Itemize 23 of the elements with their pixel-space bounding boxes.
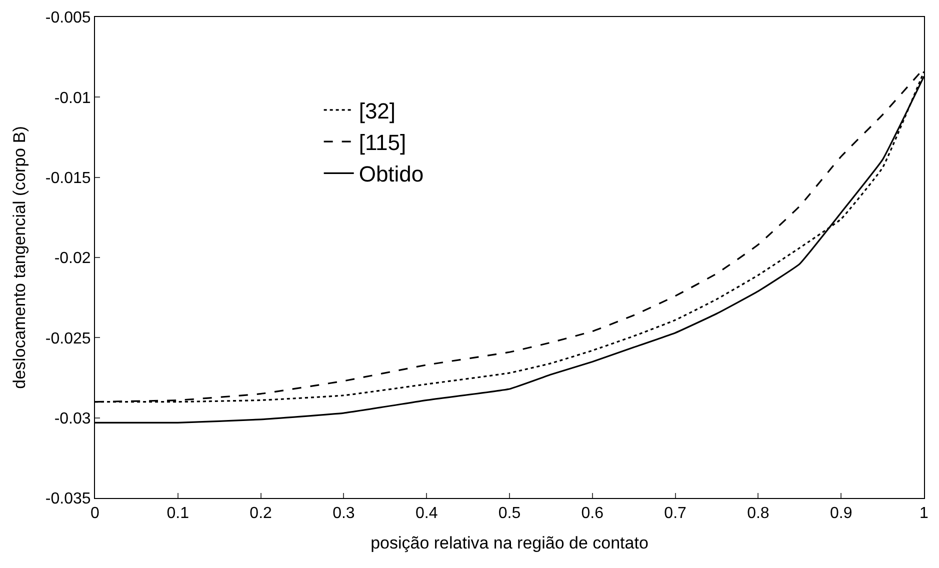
x-tick-label: 0	[90, 505, 100, 522]
x-tick-label: 0.1	[166, 505, 190, 522]
x-axis-title: posição relativa na região de contato	[370, 534, 648, 553]
legend-label: [32]	[358, 98, 396, 124]
x-tick-label: 0.8	[747, 505, 770, 522]
x-tick-label: 1	[920, 505, 929, 522]
y-tick-label: -0.035	[45, 490, 91, 508]
y-axis-title: deslocamento tangencial (corpo B)	[10, 126, 29, 389]
x-tick-label: 0.5	[498, 505, 521, 522]
y-tick-label: -0.005	[45, 10, 91, 27]
y-tick-label: -0.01	[54, 90, 91, 107]
legend-label: Obtido	[358, 162, 424, 187]
y-tick-label: -0.015	[45, 170, 91, 187]
x-tick-label: 0.9	[830, 505, 852, 522]
x-tick-label: 0.6	[581, 505, 604, 522]
x-tick-label: 0.4	[415, 505, 438, 522]
y-tick-label: -0.02	[54, 250, 91, 268]
y-tick-label: -0.025	[45, 330, 91, 348]
x-tick-label: 0.2	[250, 505, 272, 522]
y-tick-label: -0.03	[54, 410, 91, 428]
x-tick-label: 0.3	[332, 505, 355, 522]
legend-label: [115]	[358, 130, 406, 156]
x-tick-label: 0.7	[664, 505, 687, 522]
